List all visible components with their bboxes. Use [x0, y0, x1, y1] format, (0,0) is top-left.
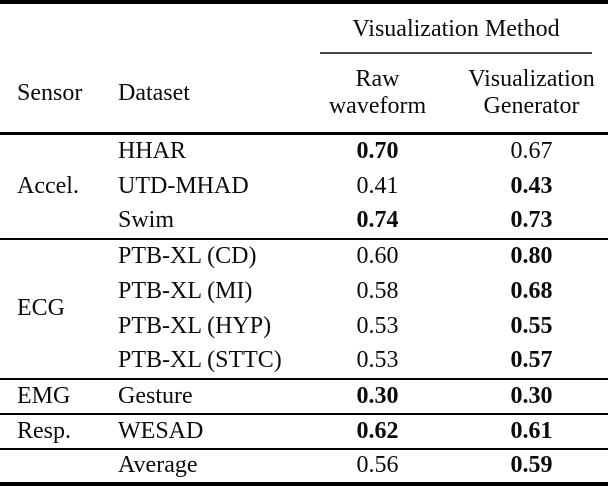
section-resp: Resp. WESAD 0.62 0.61	[0, 413, 608, 449]
spanner-cell: Visualization Method	[300, 2, 608, 54]
dataset-cell: PTB-XL (HYP)	[118, 312, 272, 339]
raw-value-cell: 0.70	[356, 138, 399, 165]
spanner-row: Visualization Method	[0, 2, 608, 54]
dataset-cell: HHAR	[118, 138, 187, 165]
sensor-group-cell: Accel.	[17, 172, 79, 199]
table-row: Resp. WESAD 0.62 0.61	[0, 414, 608, 449]
dataset-cell: PTB-XL (MI)	[118, 277, 253, 304]
average-row: Average 0.56 0.59	[0, 449, 608, 484]
dataset-cell: PTB-XL (CD)	[118, 243, 257, 269]
raw-average-cell: 0.56	[356, 452, 399, 478]
col-header-raw-waveform: Raw waveform	[328, 66, 427, 119]
dataset-cell: Swim	[118, 207, 175, 233]
spacer-cell	[100, 2, 300, 54]
gen-value-cell: 0.30	[510, 382, 553, 409]
column-header-row: Sensor Dataset Raw waveform Visualizatio…	[0, 54, 608, 134]
gen-value-cell: 0.43	[510, 172, 553, 199]
section-emg: EMG Gesture 0.30 0.30	[0, 378, 608, 414]
group-header-visualization-method: Visualization Method	[352, 16, 560, 42]
raw-value-cell: 0.30	[356, 382, 399, 409]
col-header-dataset: Dataset	[118, 79, 190, 106]
table-row: PTB-XL (HYP) 0.53 0.55	[0, 309, 608, 344]
section-ecg: ECG PTB-XL (CD) 0.60 0.80 PTB-XL (MI) 0.…	[0, 238, 608, 379]
gen-value-cell: 0.73	[510, 207, 553, 233]
section-accel: Accel. HHAR 0.70 0.67 UTD-MHAD 0.41 0.43…	[0, 133, 608, 239]
col-header-sensor: Sensor	[17, 79, 83, 106]
spanner-label-with-rule: Visualization Method	[320, 12, 592, 54]
spacer-cell	[0, 2, 100, 54]
raw-value-cell: 0.58	[356, 277, 399, 304]
sensor-group-cell: ECG	[17, 295, 65, 321]
dataset-cell: UTD-MHAD	[118, 172, 249, 199]
sensor-group-cell: Resp.	[17, 417, 71, 444]
results-table: Visualization Method Sensor Dataset Raw …	[0, 0, 608, 486]
gen-value-cell: 0.67	[510, 138, 553, 165]
gen-value-cell: 0.57	[510, 347, 553, 373]
raw-value-cell: 0.41	[356, 172, 399, 199]
table-row: EMG Gesture 0.30 0.30	[0, 379, 608, 414]
raw-value-cell: 0.62	[356, 417, 399, 444]
raw-value-cell: 0.74	[356, 207, 399, 233]
table-row: ECG PTB-XL (CD) 0.60 0.80	[0, 239, 608, 321]
gen-value-cell: 0.80	[510, 243, 553, 269]
table-row: PTB-XL (STTC) 0.53 0.57	[0, 344, 608, 379]
dataset-cell: WESAD	[118, 417, 204, 444]
table-row: PTB-XL (MI) 0.58 0.68	[0, 274, 608, 309]
table-row: Accel. HHAR 0.70 0.67	[0, 134, 608, 199]
average-label-cell: Average	[118, 452, 198, 478]
gen-value-cell: 0.55	[510, 312, 553, 339]
average-row-group: Average 0.56 0.59	[0, 448, 608, 484]
sensor-empty-cell	[0, 449, 100, 484]
raw-value-cell: 0.60	[356, 243, 399, 269]
raw-value-cell: 0.53	[356, 312, 399, 339]
gen-value-cell: 0.68	[510, 277, 553, 304]
gen-average-cell: 0.59	[510, 452, 553, 478]
dataset-cell: PTB-XL (STTC)	[118, 347, 282, 373]
table-row: Swim 0.74 0.73	[0, 204, 608, 239]
gen-value-cell: 0.61	[510, 417, 553, 444]
sensor-group-cell: EMG	[17, 382, 71, 409]
table-row: UTD-MHAD 0.41 0.43	[0, 169, 608, 204]
raw-value-cell: 0.53	[356, 347, 399, 373]
dataset-cell: Gesture	[118, 382, 193, 409]
col-header-visualization-generator: Visualization Generator	[468, 66, 595, 119]
table-header: Visualization Method Sensor Dataset Raw …	[0, 2, 608, 134]
